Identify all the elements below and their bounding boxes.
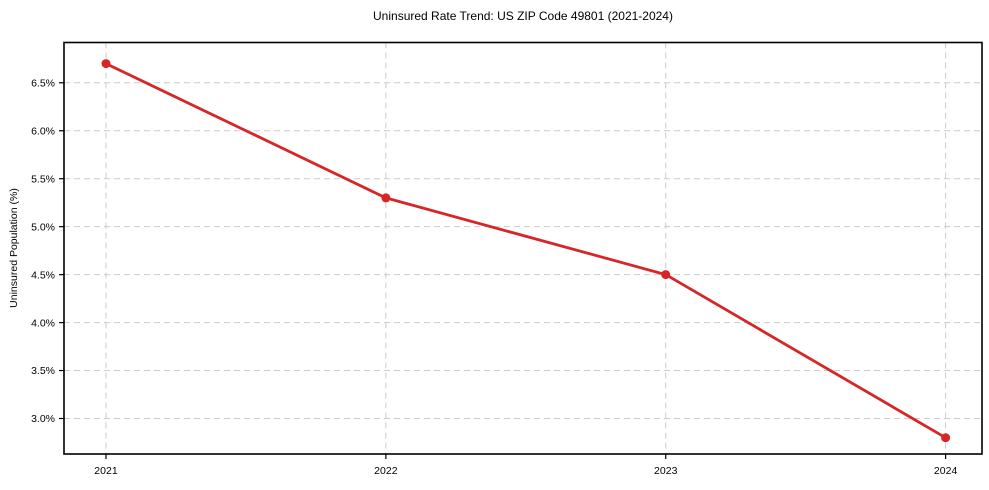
trend-line: [104, 62, 947, 440]
x-tick-label: 2023: [654, 465, 678, 477]
data-point-marker: [941, 433, 951, 443]
data-point-marker: [661, 270, 671, 280]
y-tick-label: 4.0%: [31, 317, 55, 329]
y-tick-label: 5.0%: [31, 221, 55, 233]
plot-border: [63, 41, 983, 455]
x-tick-label: 2022: [374, 465, 398, 477]
chart-title: Uninsured Rate Trend: US ZIP Code 49801 …: [373, 9, 673, 23]
y-tick-label: 4.5%: [31, 269, 55, 281]
y-tick-label: 5.5%: [31, 173, 55, 185]
y-tick-label: 6.5%: [31, 77, 55, 89]
x-tick-label: 2024: [934, 465, 958, 477]
x-tick-label: 2021: [94, 465, 118, 477]
data-point-marker: [101, 59, 111, 69]
y-tick-label: 6.0%: [31, 125, 55, 137]
data-point-marker: [381, 193, 391, 203]
y-tick-label: 3.0%: [31, 413, 55, 425]
y-tick-label: 3.5%: [31, 365, 55, 377]
